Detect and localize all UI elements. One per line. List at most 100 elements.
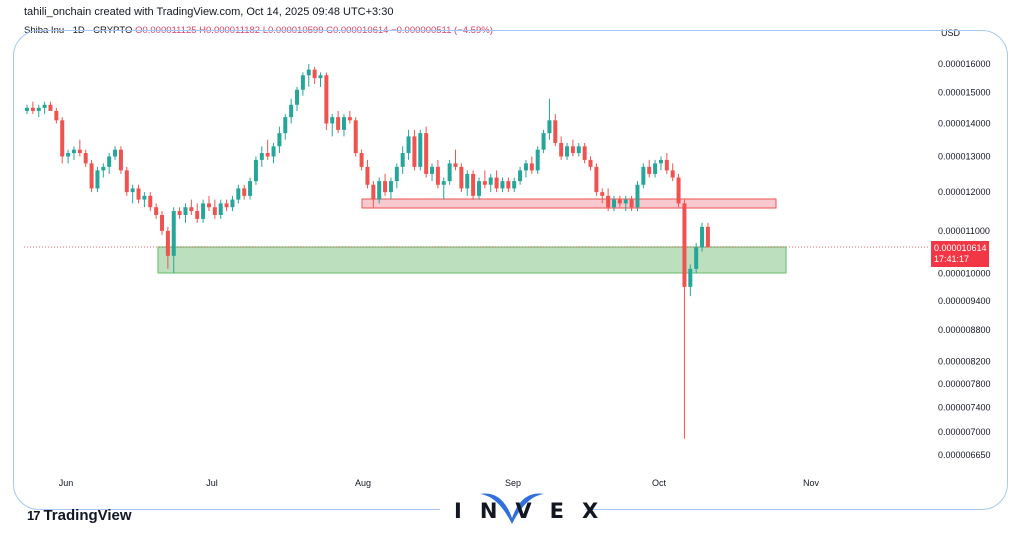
candle-body: [289, 104, 294, 118]
tradingview-logo: 17 TradingView: [27, 507, 132, 524]
candle-body: [295, 89, 300, 105]
x-tick-label: Aug: [355, 478, 371, 488]
candle-body: [347, 117, 352, 121]
candle-body: [676, 177, 681, 204]
candle-body: [359, 153, 364, 167]
candle-body: [265, 153, 270, 157]
invex-wordmark: INVEX: [454, 499, 617, 523]
y-tick-label: 0.000006650: [938, 450, 991, 460]
candle-body: [482, 181, 487, 185]
candle-body: [107, 156, 112, 167]
candle-body: [165, 230, 170, 256]
candle-body: [130, 188, 135, 193]
candle-body: [647, 166, 652, 174]
y-tick-label: 0.000012000: [938, 187, 991, 197]
candle-body: [306, 69, 311, 76]
candle-body: [171, 211, 176, 256]
candle-body: [312, 69, 317, 79]
candle-body: [694, 247, 699, 269]
y-tick-label: 0.000015000: [938, 88, 991, 98]
candle-body: [476, 181, 481, 196]
candle-body: [594, 166, 599, 193]
candle-body: [629, 199, 634, 208]
invex-v-icon: [480, 493, 544, 524]
candle-body: [412, 136, 417, 167]
last-price-value: 0.000010614: [934, 243, 987, 253]
candle-body: [453, 163, 458, 167]
candle-body: [553, 120, 558, 143]
candle-body: [218, 203, 223, 215]
support-zone: [157, 246, 787, 274]
candle-body: [547, 120, 552, 134]
candle-body: [25, 107, 29, 111]
candle-body: [300, 75, 305, 90]
candle-body: [512, 181, 517, 189]
candle-body: [447, 163, 452, 182]
candle-body: [430, 166, 435, 174]
candle-body: [418, 133, 423, 167]
y-tick-label: 0.000007400: [938, 402, 991, 412]
candle-body: [277, 133, 282, 147]
candle-body: [206, 203, 211, 208]
candle-body: [471, 173, 476, 196]
candle-body: [224, 203, 229, 208]
candle-body: [488, 177, 493, 185]
last-price-tag: 0.000010614 17:41:17: [931, 241, 989, 267]
candle-body: [459, 166, 464, 189]
candle-body: [248, 181, 253, 196]
resistance-zone: [361, 198, 777, 209]
candle-body: [535, 149, 540, 171]
candle-body: [388, 181, 393, 193]
candle-body: [653, 163, 658, 174]
y-tick-label: 0.000007800: [938, 379, 991, 389]
candle-body: [635, 184, 640, 208]
tradingview-wordmark: TradingView: [43, 507, 132, 524]
candle-body: [42, 104, 47, 108]
candle-body: [400, 153, 405, 167]
candle-body: [371, 184, 376, 200]
candle-body: [606, 195, 611, 208]
candle-body: [212, 207, 217, 215]
candle-body: [341, 117, 346, 130]
candle-body: [377, 181, 382, 200]
candle-body: [365, 166, 370, 185]
candle-body: [283, 117, 288, 134]
candle-body: [506, 181, 511, 189]
tradingview-mark-icon: 17: [27, 508, 41, 523]
candle-body: [500, 181, 505, 189]
candle-body: [77, 149, 82, 154]
candle-body: [236, 188, 241, 200]
y-tick-label: 0.000016000: [938, 59, 991, 69]
candle-body: [71, 149, 76, 154]
x-tick-label: Oct: [652, 478, 667, 488]
candle-body: [259, 153, 264, 160]
candle-body: [353, 120, 358, 154]
y-tick-label: 0.000010000: [938, 268, 991, 278]
candle-body: [195, 211, 200, 219]
candle-body: [89, 163, 94, 189]
candle-body: [113, 149, 118, 157]
candle-body: [688, 268, 693, 287]
candle-body: [101, 166, 106, 171]
candle-body: [318, 75, 323, 79]
candle-body: [465, 173, 470, 189]
candle-body: [394, 166, 399, 182]
credit-line: tahili_onchain created with TradingView.…: [24, 6, 394, 18]
candle-body: [523, 163, 528, 171]
y-tick-label: 0.000007000: [938, 427, 991, 437]
candle-body: [66, 153, 71, 157]
candle-body: [518, 170, 523, 182]
candle-body: [705, 226, 710, 248]
candle-body: [641, 166, 646, 185]
candle-body: [177, 211, 182, 215]
candle-body: [30, 107, 35, 111]
candle-body: [95, 170, 100, 189]
candle-body: [658, 159, 663, 164]
x-tick-label: Sep: [505, 478, 521, 488]
x-tick-label: Jun: [59, 478, 74, 488]
candle-body: [118, 149, 123, 171]
candle-body: [570, 146, 575, 154]
candle-body: [529, 163, 534, 171]
candle-body: [136, 188, 141, 200]
